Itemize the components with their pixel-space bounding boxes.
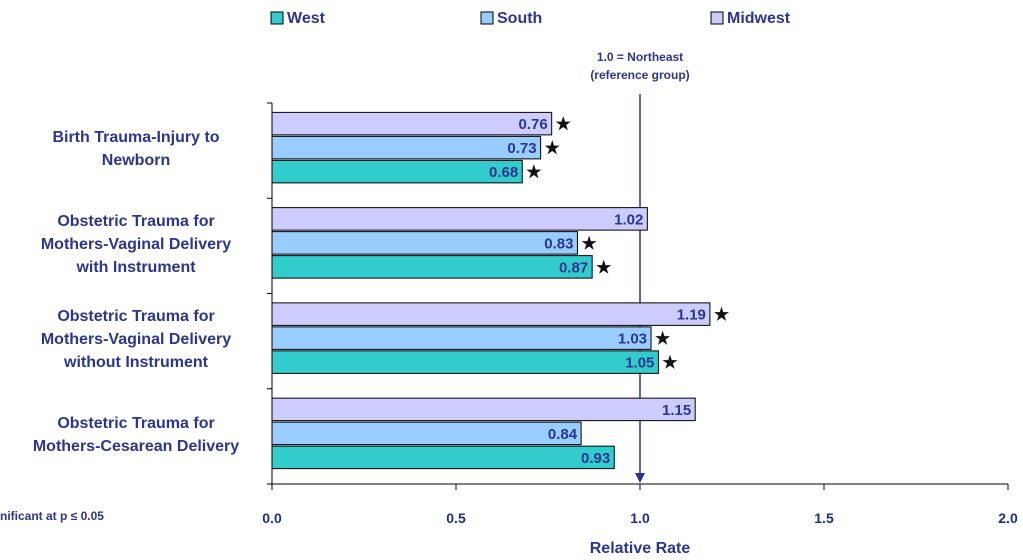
value-label-midwest-3: 1.15 (662, 402, 691, 419)
value-label-south-3: 0.84 (548, 426, 578, 443)
value-label-south-0: 0.73 (507, 140, 536, 157)
x-tick-label: 1.5 (814, 510, 834, 526)
reference-label-line-0: 1.0 = Northeast (597, 50, 683, 64)
legend-swatch-south (480, 11, 494, 25)
significance-star-icon: ★ (526, 163, 542, 182)
bars-layer: 0.76 ★0.73 ★0.68 ★1.020.83 ★0.87 ★1.19 ★1.03 ★1… (271, 111, 730, 470)
category-label-2-line-0: Obstetric Trauma for (57, 308, 214, 325)
value-label-midwest-0: 0.76 (518, 116, 547, 133)
reference-label-line-1: (reference group) (590, 68, 689, 82)
significance-star-icon: ★ (545, 139, 561, 158)
category-label-1-line-0: Obstetric Trauma for (57, 213, 214, 230)
bar-west-0 (271, 159, 523, 184)
significance-star-icon: ★ (655, 329, 671, 348)
value-label-south-2: 1.03 (618, 331, 647, 348)
axes-layer: 0.0 0.5 1.0 1.5 2.0 (262, 102, 1018, 526)
value-label-west-3: 0.93 (581, 450, 610, 467)
x-tick-label: 0.5 (446, 510, 466, 526)
category-label-0-line-0: Birth Trauma-Injury to (52, 129, 219, 146)
bar-midwest-1 (271, 207, 648, 231)
bar-midwest-3 (271, 397, 696, 422)
value-label-south-1: 0.83 (544, 235, 573, 252)
bar-west-1 (271, 255, 593, 279)
legend-label-west: West (287, 10, 326, 27)
category-label-3-line-0: Obstetric Trauma for (57, 415, 214, 432)
bar-south-3 (271, 421, 582, 446)
category-labels: Birth Trauma-Injury to Newborn Obstetric T… (33, 129, 239, 455)
bar-midwest-0 (271, 111, 553, 136)
significance-star-icon: ★ (714, 305, 730, 324)
category-label-1-line-2: with Instrument (75, 259, 196, 276)
category-label-2-line-1: Mothers-Vaginal Delivery (41, 331, 231, 348)
x-axis-title: Relative Rate (590, 540, 691, 557)
significance-star-icon: ★ (556, 115, 572, 134)
category-label-1-line-1: Mothers-Vaginal Delivery (41, 236, 231, 253)
x-tick-label: 2.0 (998, 510, 1018, 526)
bar-south-1 (271, 231, 578, 255)
x-tick-label: 0.0 (262, 510, 282, 526)
category-label-0-line-1: Newborn (102, 152, 170, 169)
category-label-2-line-2: without Instrument (63, 354, 209, 371)
legend-label-midwest: Midwest (727, 10, 791, 27)
legend-swatch-west (270, 11, 284, 25)
legend-swatch-midwest (710, 11, 724, 25)
category-label-3-line-1: Mothers-Cesarean Delivery (33, 438, 239, 455)
bar-west-3 (271, 445, 615, 470)
significance-star-icon: ★ (596, 258, 612, 277)
x-tick-label: 1.0 (630, 510, 650, 526)
legend-label-south: South (497, 10, 542, 27)
value-label-midwest-1: 1.02 (614, 211, 643, 228)
bar-south-2 (271, 326, 652, 350)
bar-west-2 (271, 350, 659, 374)
value-label-midwest-2: 1.19 (677, 307, 706, 324)
value-label-west-0: 0.68 (489, 164, 518, 181)
bar-midwest-2 (271, 302, 711, 326)
value-label-west-2: 1.05 (625, 355, 654, 372)
bar-south-0 (271, 135, 542, 160)
footnote: nificant at p ≤ 0.05 (0, 509, 104, 523)
value-label-west-1: 0.87 (559, 259, 588, 276)
significance-star-icon: ★ (581, 234, 597, 253)
significance-star-icon: ★ (662, 353, 678, 372)
legend: West South Midwest (270, 10, 791, 27)
